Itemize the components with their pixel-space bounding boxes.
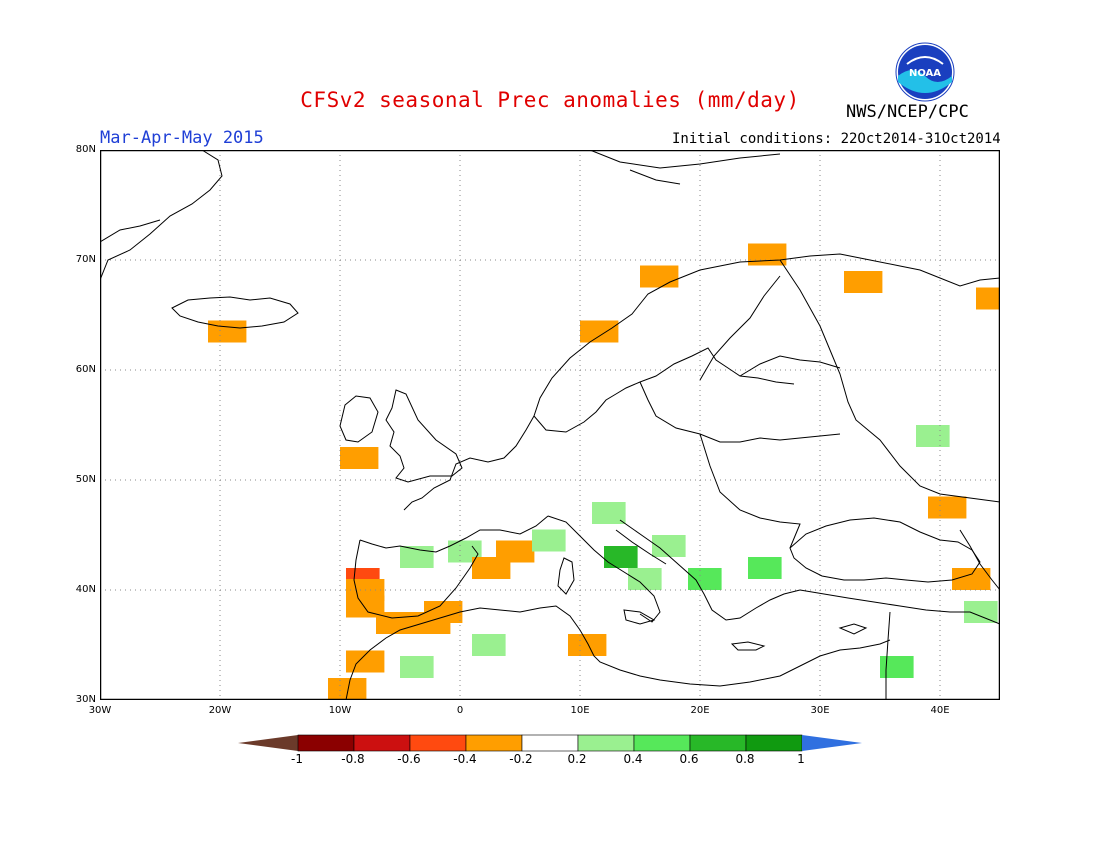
anomaly-cell	[916, 425, 950, 447]
colorbar-segment	[409, 734, 467, 752]
anomaly-cell	[748, 557, 782, 579]
colorbar-high-arrow	[802, 735, 862, 751]
initial-conditions-label: Initial conditions: 22Oct2014-31Oct2014	[672, 131, 1001, 147]
svg-text:NOAA: NOAA	[909, 68, 941, 79]
lon-label: 20E	[690, 705, 710, 716]
anomaly-cell	[880, 656, 914, 678]
anomaly-cell	[580, 320, 619, 343]
colorbar-segment	[297, 734, 355, 752]
period-label: Mar-Apr-May 2015	[100, 128, 264, 148]
colorbar-label: 0.8	[735, 752, 755, 766]
anomaly-cell	[424, 601, 463, 623]
lon-label: 10E	[570, 705, 590, 716]
map-gridlines	[100, 150, 1000, 700]
anomaly-cell	[604, 546, 638, 568]
lon-label: 30E	[810, 705, 830, 716]
colorbar-label: -0.8	[341, 752, 365, 766]
colorbar-label: 1	[797, 752, 805, 766]
colorbar-label: -0.6	[397, 752, 421, 766]
colorbar-label: -0.2	[509, 752, 533, 766]
lat-label: 40N	[75, 584, 96, 595]
anomaly-cell	[844, 271, 883, 293]
colorbar-segment	[353, 734, 411, 752]
anomaly-cell	[688, 568, 722, 590]
colorbar-segment	[577, 734, 635, 752]
colorbar-segment	[689, 734, 747, 752]
colorbar	[238, 734, 862, 752]
colorbar-label: 0.4	[623, 752, 643, 766]
anomaly-cell	[532, 529, 566, 552]
lon-label: 30W	[88, 705, 112, 716]
anomaly-cell	[340, 447, 379, 469]
anomaly-cell	[640, 265, 679, 288]
lat-label: 70N	[75, 254, 96, 265]
colorbar-segment	[745, 734, 803, 752]
anomaly-cell	[952, 568, 991, 590]
colorbar-segment	[633, 734, 691, 752]
anomaly-cell	[652, 535, 686, 557]
colorbar-low-arrow	[238, 735, 298, 751]
lat-label: 30N	[75, 694, 96, 705]
colorbar-segment	[521, 734, 579, 752]
anomaly-cell	[346, 595, 385, 618]
anomaly-cell	[628, 568, 662, 590]
anomaly-cell	[568, 634, 607, 656]
lat-label: 80N	[75, 144, 96, 155]
map-frame	[100, 150, 1000, 700]
lon-label: 40E	[930, 705, 950, 716]
anomaly-cell	[592, 502, 626, 524]
chart-title: CFSv2 seasonal Prec anomalies (mm/day)	[300, 88, 800, 112]
colorbar-label: -0.4	[453, 752, 477, 766]
noaa-logo-icon: NOAA	[895, 42, 955, 102]
anomaly-cell	[400, 656, 434, 678]
anomaly-cell	[346, 650, 385, 673]
anomaly-cell	[472, 634, 506, 656]
colorbar-label: 0.6	[679, 752, 699, 766]
anomaly-cell	[748, 243, 787, 266]
colorbar-label: 0.2	[567, 752, 587, 766]
anomaly-cell	[976, 287, 1000, 310]
anomaly-cells	[208, 243, 1000, 700]
anomaly-cell	[208, 320, 247, 343]
coastlines	[100, 150, 1000, 700]
anomaly-cell	[964, 601, 998, 623]
lat-label: 60N	[75, 364, 96, 375]
lon-label: 20W	[208, 705, 232, 716]
anomaly-cell	[328, 678, 367, 700]
precipitation-anomaly-map	[100, 150, 1000, 700]
organization-label: NWS/NCEP/CPC	[846, 102, 969, 122]
lat-label: 50N	[75, 474, 96, 485]
anomaly-cell	[928, 496, 967, 519]
colorbar-segment	[465, 734, 523, 752]
anomaly-cell	[400, 546, 434, 568]
lon-label: 10W	[328, 705, 352, 716]
lon-label: 0	[456, 705, 464, 716]
colorbar-label: -1	[291, 752, 303, 766]
anomaly-cell	[472, 557, 511, 579]
